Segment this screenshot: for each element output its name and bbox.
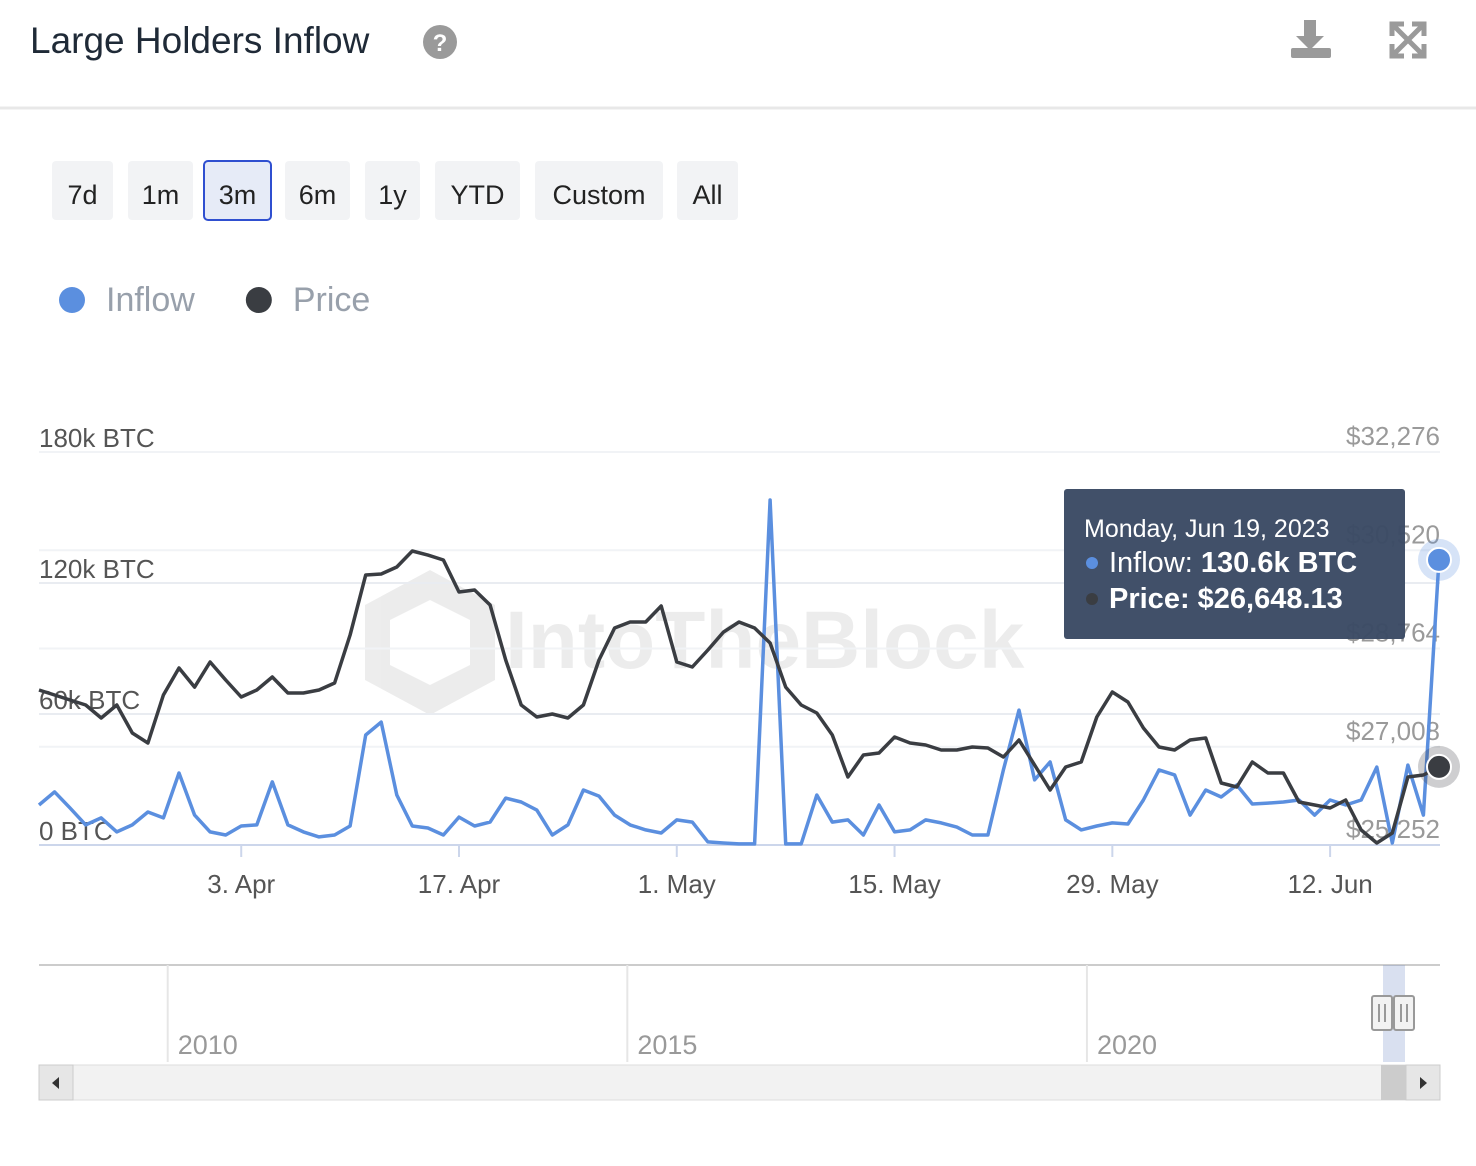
- scrollbar-track: [38, 1064, 1441, 1101]
- handle-grip: [1400, 1004, 1408, 1022]
- navigator-handle[interactable]: [1393, 995, 1415, 1031]
- range-button[interactable]: All: [677, 161, 738, 220]
- range-button-bg: [435, 161, 520, 220]
- range-button-bg: [128, 161, 193, 220]
- range-button[interactable]: 7d: [52, 161, 113, 220]
- tooltip-value: 130.6k BTC: [1201, 547, 1357, 579]
- x-tick-label: 29. May: [1066, 869, 1159, 899]
- fullscreen-corners: [1389, 21, 1427, 59]
- series-line: [37, 498, 1441, 846]
- legend-item[interactable]: Inflow: [59, 281, 195, 319]
- tooltip-marker: [1086, 593, 1098, 605]
- range-button-label: 1m: [142, 180, 180, 210]
- download-stem: [1304, 20, 1316, 38]
- widget-title: Large Holders Inflow: [30, 20, 370, 61]
- legend-item[interactable]: Price: [245, 281, 370, 319]
- y-tick-label: 180k BTC: [39, 423, 155, 453]
- tooltip-bg: [1064, 489, 1405, 639]
- range-button-bg: [365, 161, 420, 220]
- help-icon[interactable]: ?: [423, 25, 457, 59]
- x-tick-label: 12. Jun: [1287, 869, 1372, 899]
- range-button-bg: [52, 161, 113, 220]
- handle-grip: [1378, 1004, 1386, 1022]
- scroll-right-arrow: [1420, 1077, 1427, 1089]
- range-button-label: 6m: [299, 180, 337, 210]
- range-button[interactable]: 3m: [203, 160, 272, 221]
- range-button-label: 1y: [378, 180, 407, 210]
- download-arrow: [1296, 36, 1324, 50]
- range-button-label: 3m: [219, 180, 257, 210]
- tooltip-value: $26,648.13: [1198, 583, 1343, 615]
- scrollbar-thumb[interactable]: [1381, 1065, 1407, 1100]
- navigator-tick-label: 2015: [637, 1030, 697, 1060]
- tooltip-label: Price:: [1109, 583, 1190, 615]
- y2-tick-label: $27,008: [1346, 716, 1440, 746]
- handle-body: [1393, 995, 1415, 1031]
- navigator-tick-label: 2020: [1097, 1030, 1157, 1060]
- navigator-tick-label: 2010: [178, 1030, 238, 1060]
- range-button[interactable]: 1m: [128, 161, 193, 220]
- tooltip-line: Price: $26,648.13: [1109, 583, 1343, 615]
- hover-marker: [1426, 753, 1452, 780]
- tooltip-date: Monday, Jun 19, 2023: [1084, 515, 1330, 543]
- handle-body: [1371, 995, 1393, 1031]
- legend-label: Price: [293, 281, 370, 319]
- legend-label: Inflow: [106, 281, 195, 319]
- download-icon[interactable]: [1291, 20, 1331, 58]
- y-tick-label: 0 BTC: [39, 816, 113, 846]
- legend-marker: [245, 287, 272, 313]
- x-tick-label: 1. May: [638, 869, 716, 899]
- navigator-handle[interactable]: [1371, 995, 1393, 1031]
- scroll-left-arrow: [52, 1077, 59, 1089]
- range-button[interactable]: 6m: [285, 161, 350, 220]
- series-line: [38, 549, 1440, 845]
- range-button[interactable]: 1y: [365, 161, 420, 220]
- range-button-bg: [285, 161, 350, 220]
- range-button-bg: [677, 161, 738, 220]
- tooltip-marker: [1086, 557, 1098, 569]
- tooltip-spacer: [1190, 583, 1198, 615]
- range-button-label: Custom: [552, 180, 645, 210]
- range-button[interactable]: YTD: [435, 161, 520, 220]
- fullscreen-cross: [1392, 24, 1424, 56]
- y-tick-label: 120k BTC: [39, 554, 155, 584]
- navigator: 2010 2015 2020: [38, 964, 1441, 1101]
- help-glyph: ?: [433, 30, 448, 57]
- x-tick-label: 3. Apr: [207, 869, 275, 899]
- range-button[interactable]: Custom: [535, 161, 663, 220]
- y2-tick-label: $32,276: [1346, 421, 1440, 451]
- download-tray: [1291, 48, 1331, 58]
- tooltip-spacer: [1193, 547, 1201, 579]
- range-button-label: 7d: [67, 180, 97, 210]
- tooltip-label: Inflow:: [1109, 547, 1193, 579]
- range-button-label: All: [692, 180, 722, 210]
- range-buttons: 7d 1m 3m 6m 1y YTD Custom All: [52, 160, 738, 221]
- legend-marker: [59, 287, 85, 313]
- range-button-bg: [203, 160, 272, 221]
- tooltip-line: Inflow: 130.6k BTC: [1109, 547, 1357, 579]
- fullscreen-icon[interactable]: [1389, 21, 1427, 59]
- range-button-bg: [535, 161, 663, 220]
- watermark-logo: [365, 570, 495, 715]
- x-tick-label: 17. Apr: [418, 869, 501, 899]
- legend: Inflow Price: [59, 281, 370, 319]
- help-circle: [423, 25, 457, 59]
- hover-marker: [1426, 546, 1452, 573]
- tooltip: Monday, Jun 19, 2023 Inflow: 130.6k BTC Pr…: [1064, 489, 1405, 639]
- range-button-label: YTD: [451, 180, 505, 210]
- x-tick-label: 15. May: [848, 869, 941, 899]
